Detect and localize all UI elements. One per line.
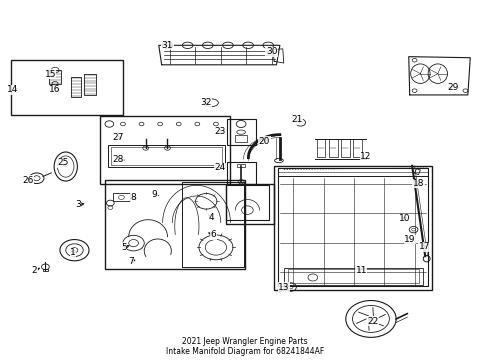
Bar — [108, 145, 224, 167]
Bar — [225, 185, 269, 220]
Text: 5: 5 — [121, 243, 127, 252]
Bar — [113, 193, 130, 201]
Bar — [341, 139, 350, 157]
Bar — [11, 60, 123, 116]
Bar — [353, 139, 362, 157]
Text: 21: 21 — [292, 115, 303, 124]
Bar — [43, 269, 49, 271]
Bar — [317, 139, 325, 157]
Text: 7: 7 — [128, 257, 134, 266]
Text: 32: 32 — [200, 98, 212, 107]
Text: 6: 6 — [211, 230, 217, 239]
Text: 28: 28 — [112, 155, 124, 164]
Text: 3: 3 — [75, 200, 81, 209]
Text: 2: 2 — [31, 266, 37, 275]
Text: 26: 26 — [22, 176, 34, 185]
Bar — [288, 269, 419, 283]
Text: 31: 31 — [162, 41, 173, 50]
Text: 18: 18 — [413, 179, 424, 188]
Text: 12: 12 — [361, 153, 372, 162]
Text: 20: 20 — [259, 136, 270, 145]
Bar — [71, 77, 81, 97]
Text: 19: 19 — [404, 235, 416, 244]
Bar — [111, 147, 222, 165]
Bar — [329, 139, 338, 157]
Text: 22: 22 — [368, 316, 379, 325]
Text: 2021 Jeep Wrangler Engine Parts
Intake Manifold Diagram for 68241844AF: 2021 Jeep Wrangler Engine Parts Intake M… — [166, 337, 324, 356]
Text: 4: 4 — [208, 213, 214, 222]
Text: 27: 27 — [112, 133, 124, 142]
Bar — [84, 75, 96, 95]
Bar — [274, 166, 432, 290]
Text: 25: 25 — [58, 158, 69, 167]
Text: 30: 30 — [266, 47, 277, 56]
Text: 9: 9 — [151, 190, 157, 199]
Bar — [284, 267, 423, 284]
Bar — [226, 119, 256, 145]
Text: 24: 24 — [214, 163, 225, 172]
Text: 15: 15 — [45, 70, 56, 79]
Text: 29: 29 — [448, 84, 459, 93]
Text: 8: 8 — [131, 193, 136, 202]
Bar — [226, 162, 256, 184]
Text: 13: 13 — [278, 283, 290, 292]
Text: 10: 10 — [399, 215, 411, 224]
Bar — [99, 116, 230, 184]
Bar — [225, 184, 274, 224]
Bar — [104, 180, 245, 269]
Bar — [235, 135, 247, 142]
Bar — [49, 70, 61, 84]
Text: 16: 16 — [49, 85, 61, 94]
Text: 11: 11 — [356, 266, 367, 275]
Text: 17: 17 — [418, 242, 430, 251]
Text: 1: 1 — [70, 248, 76, 257]
Bar — [237, 164, 245, 167]
Text: 14: 14 — [7, 85, 18, 94]
Text: 23: 23 — [214, 127, 225, 136]
